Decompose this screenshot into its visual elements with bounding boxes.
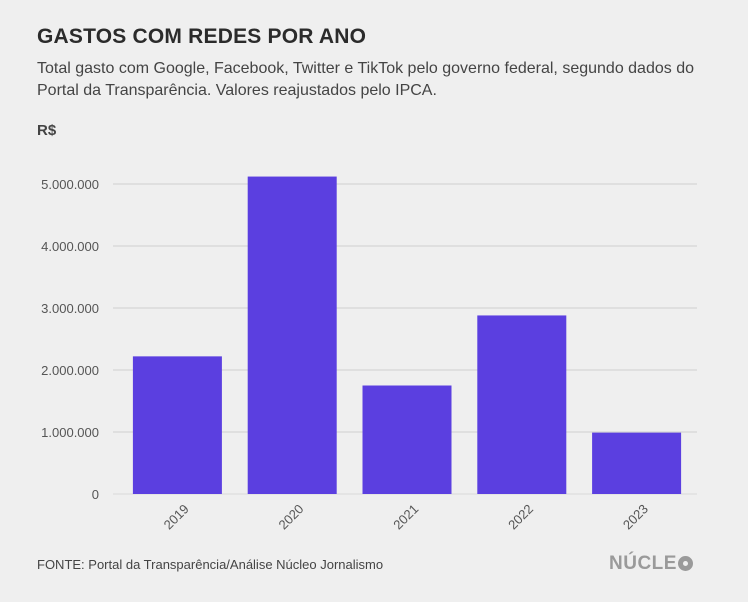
bar [132, 356, 222, 494]
source-note: FONTE: Portal da Transparência/Análise N… [37, 557, 384, 572]
x-tick-label: 2023 [620, 501, 651, 532]
bar [247, 176, 337, 494]
bar [362, 385, 452, 494]
y-tick-label: 3.000.000 [41, 301, 99, 316]
bar [592, 432, 682, 494]
y-tick-label: 1.000.000 [41, 425, 99, 440]
y-tick-label: 5.000.000 [41, 177, 99, 192]
x-tick-label: 2022 [505, 501, 536, 532]
nucleo-logo: NÚCLE [609, 553, 693, 575]
y-axis-unit-label: R$ [37, 122, 57, 139]
chart-title: GASTOS COM REDES POR ANO [37, 25, 367, 48]
x-tick-label: 2020 [275, 501, 306, 532]
bar [477, 315, 567, 494]
y-tick-label: 2.000.000 [41, 363, 99, 378]
chart-subtitle: Total gasto com Google, Facebook, Twitte… [37, 60, 694, 99]
y-tick-label: 0 [92, 487, 99, 502]
x-tick-label: 2019 [161, 501, 192, 532]
y-tick-label: 4.000.000 [41, 239, 99, 254]
x-tick-label: 2021 [390, 501, 421, 532]
